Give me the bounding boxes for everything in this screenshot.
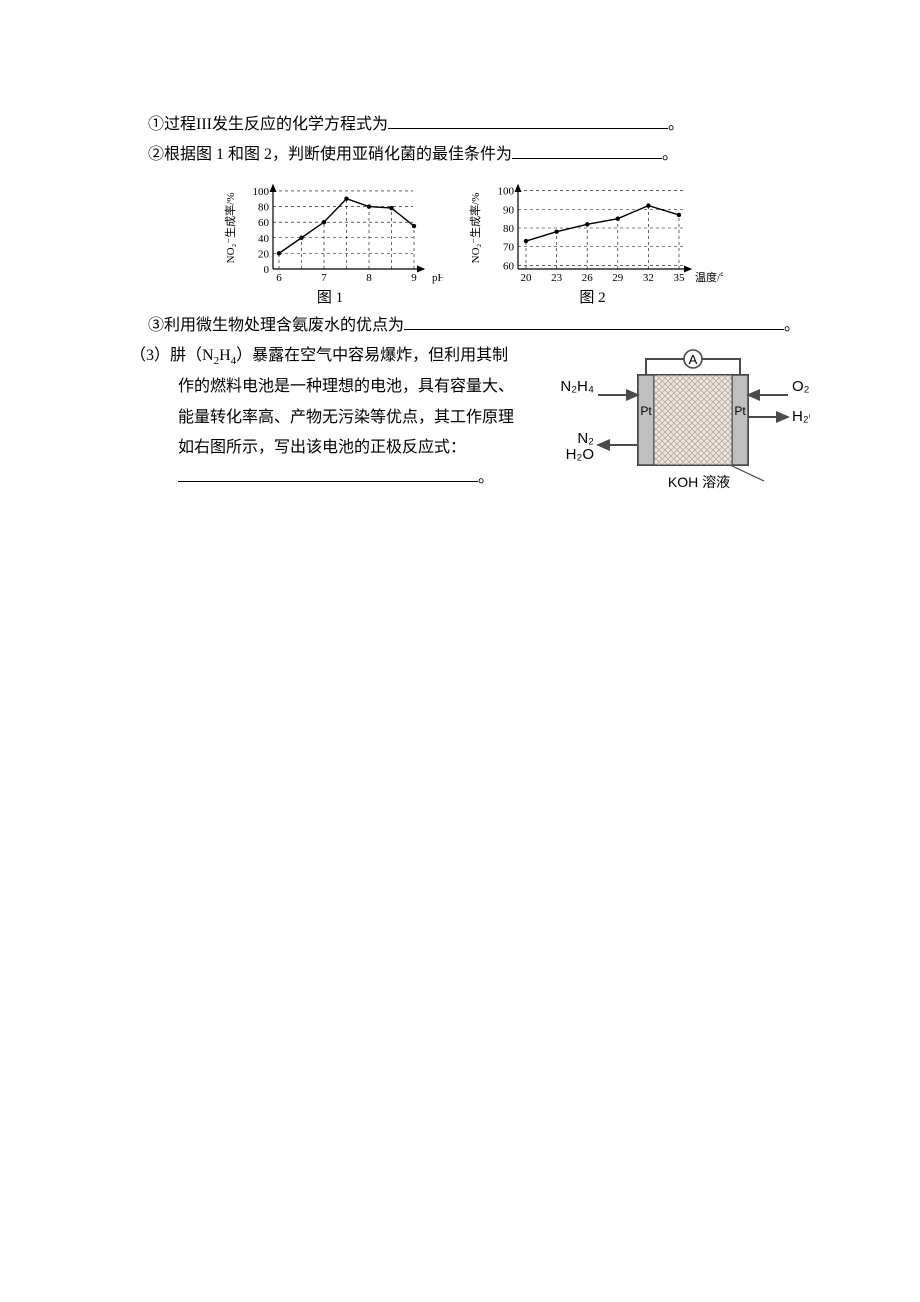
svg-text:O₂: O₂	[792, 378, 810, 395]
chart-2: 60 70 80 90 100 20 23 26 29 32 35 温度/℃ NO₂⁻生成率/% 图 2	[463, 177, 723, 307]
svg-text:80: 80	[258, 201, 270, 213]
svg-text:N₂: N₂	[577, 430, 594, 447]
p3-line-2: 作的燃料电池是一种理想的电池，具有容量大、	[130, 372, 548, 402]
chart-2-svg: 60 70 80 90 100 20 23 26 29 32 35 温度/℃ NO₂⁻生成率/%	[463, 177, 723, 287]
svg-text:pH: pH	[432, 272, 443, 284]
svg-text:26: 26	[581, 272, 593, 284]
fuel-cell-svg: PtPtAN₂H₄N₂H₂OO₂H₂OKOH 溶液	[560, 345, 810, 495]
question-3: ③利用微生物处理含氨废水的优点为 。	[130, 311, 810, 341]
part-3-block: （3）肼（N2H4）暴露在空气中容易爆炸，但利用其制 作的燃料电池是一种理想的电…	[130, 341, 810, 506]
p3-line-4: 如右图所示，写出该电池的正极反应式：	[130, 433, 548, 463]
svg-text:20: 20	[258, 248, 270, 260]
q1-text: ①过程III发生反应的化学方程式为	[148, 116, 388, 133]
svg-text:8: 8	[366, 272, 372, 284]
svg-text:35: 35	[673, 272, 685, 284]
blank-4	[178, 465, 478, 482]
svg-text:40: 40	[258, 233, 270, 245]
svg-text:80: 80	[503, 223, 515, 235]
svg-text:H₂O: H₂O	[792, 408, 810, 425]
p3-line-5: 。	[130, 463, 548, 493]
svg-text:H₂O: H₂O	[566, 446, 594, 463]
chart-1-caption: 图 1	[317, 289, 343, 307]
svg-text:9: 9	[411, 272, 417, 284]
q2-text: ②根据图 1 和图 2，判断使用亚硝化菌的最佳条件为	[148, 146, 512, 163]
q1-end: 。	[668, 116, 684, 133]
p3-lead2: H	[219, 347, 231, 364]
svg-text:23: 23	[551, 272, 563, 284]
svg-text:70: 70	[503, 241, 515, 253]
svg-text:NO₂⁻生成率/%: NO₂⁻生成率/%	[223, 192, 237, 263]
blank-1	[388, 112, 668, 129]
p3-line-3: 能量转化率高、产物无污染等优点，其工作原理	[130, 403, 548, 433]
svg-text:32: 32	[642, 272, 653, 284]
svg-text:20: 20	[520, 272, 532, 284]
svg-text:N₂H₄: N₂H₄	[560, 378, 594, 395]
svg-text:100: 100	[252, 186, 269, 198]
p3-lead3: ）暴露在空气中容易爆炸，但利用其制	[236, 347, 508, 364]
question-2: ②根据图 1 和图 2，判断使用亚硝化菌的最佳条件为 。	[130, 140, 810, 170]
svg-text:KOH 溶液: KOH 溶液	[668, 474, 730, 490]
chart-1-svg: 0 20 40 60 80 100 6 7 8 9 pH NO₂⁻生成率/%	[218, 177, 443, 287]
chart-1: 0 20 40 60 80 100 6 7 8 9 pH NO₂⁻生成率/% 图 1	[218, 177, 443, 307]
svg-text:100: 100	[497, 186, 514, 198]
blank-2	[512, 142, 662, 159]
svg-text:60: 60	[503, 260, 515, 272]
p3-end: 。	[478, 469, 494, 486]
part-3-text: （3）肼（N2H4）暴露在空气中容易爆炸，但利用其制 作的燃料电池是一种理想的电…	[130, 341, 548, 494]
svg-text:温度/℃: 温度/℃	[695, 270, 723, 284]
svg-text:6: 6	[276, 272, 282, 284]
svg-text:NO₂⁻生成率/%: NO₂⁻生成率/%	[468, 192, 482, 263]
p3-lead: （3）肼（N	[130, 347, 214, 364]
charts-row: 0 20 40 60 80 100 6 7 8 9 pH NO₂⁻生成率/% 图 1 60 70 80 90…	[130, 177, 810, 307]
svg-text:90: 90	[503, 204, 515, 216]
svg-text:7: 7	[321, 272, 327, 284]
fuel-cell-diagram: PtPtAN₂H₄N₂H₂OO₂H₂OKOH 溶液	[560, 345, 810, 506]
q2-end: 。	[662, 146, 678, 163]
question-1: ①过程III发生反应的化学方程式为 。	[130, 110, 810, 140]
chart-2-caption: 图 2	[579, 289, 605, 307]
blank-3	[404, 313, 784, 330]
svg-text:29: 29	[612, 272, 624, 284]
q3-text: ③利用微生物处理含氨废水的优点为	[148, 317, 404, 334]
svg-text:60: 60	[258, 217, 270, 229]
p3-line-1: （3）肼（N2H4）暴露在空气中容易爆炸，但利用其制	[130, 341, 548, 372]
svg-text:0: 0	[263, 264, 269, 276]
q3-end: 。	[784, 317, 800, 334]
svg-text:A: A	[689, 352, 698, 367]
page-content: ①过程III发生反应的化学方程式为。 ②根据图 1 和图 2，判断使用亚硝化菌的…	[0, 0, 920, 507]
svg-text:Pt: Pt	[734, 404, 746, 418]
svg-text:Pt: Pt	[640, 404, 652, 418]
